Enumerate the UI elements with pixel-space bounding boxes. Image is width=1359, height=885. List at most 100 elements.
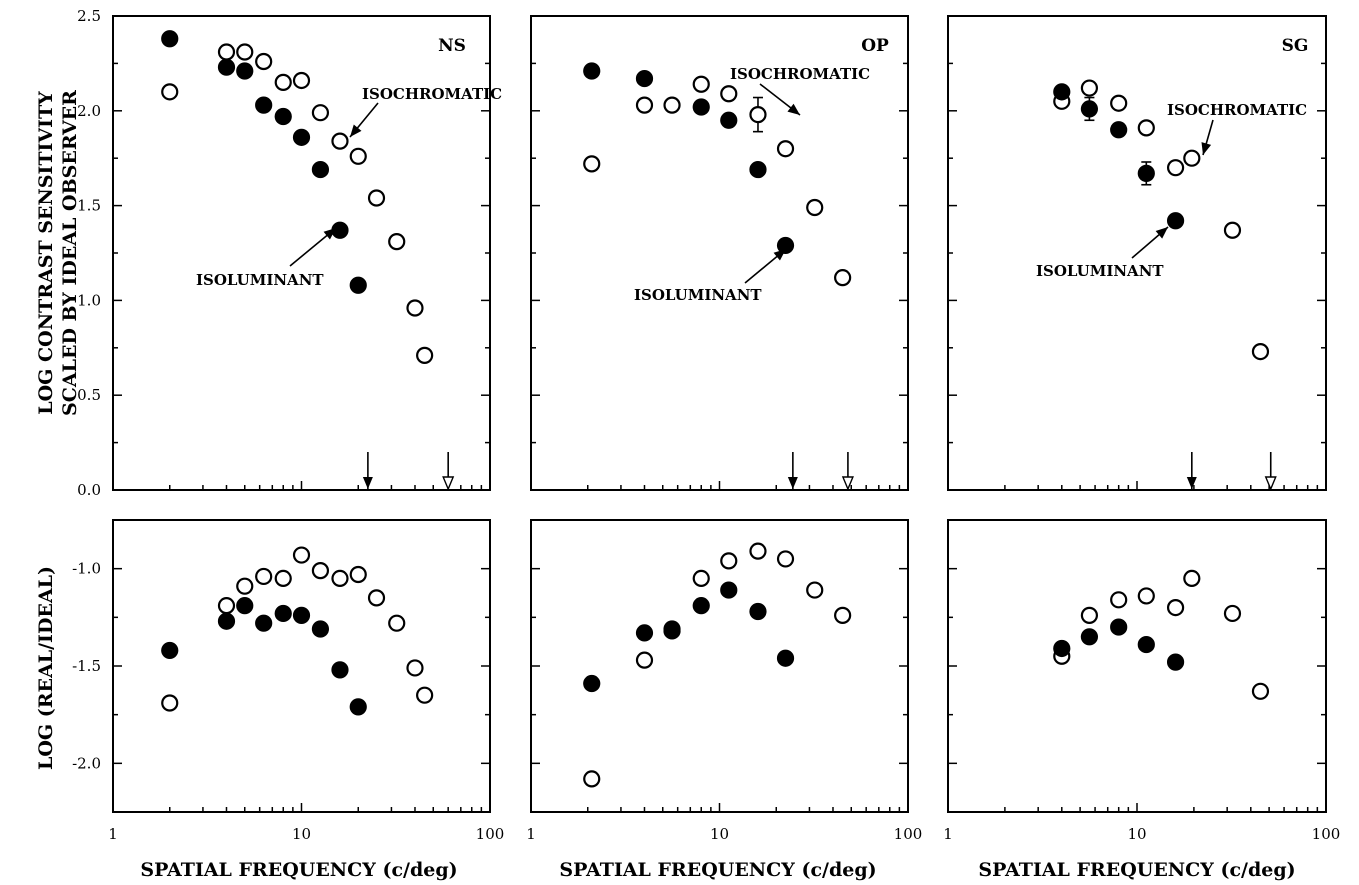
arrow-isoluminant-sg-head [1155,227,1168,239]
ratio-isoluminant-point-op [749,602,767,621]
isoluminant-point-op [720,111,738,129]
y-tick-label-bottom: -2.0 [72,754,101,772]
isoluminant-point-ns [349,276,367,294]
cutoff-arrow-filled-ns-head [362,477,373,489]
isochromatic-point-sg [1137,119,1155,137]
ratio-isochromatic-point-op [834,606,852,624]
plot-frame-op-bottom [530,519,909,813]
ratio-isochromatic-point-sg [1110,591,1128,609]
ratio-isochromatic-point-ns [161,694,179,712]
isochromatic-point-sg [1251,342,1270,361]
ratio-isoluminant-point-ns [236,597,254,615]
isoluminant-point-sg [1137,164,1155,182]
x-tick-label-sg: 100 [1312,825,1341,843]
isoluminant-point-sg [1110,121,1128,139]
arrow-isoluminant-ns-head [323,228,336,240]
plot-frame-sg-bottom [947,519,1327,813]
isochromatic-point-ns [274,73,292,91]
ratio-isochromatic-point-ns [274,569,292,588]
y-tick-label-top: 0.5 [77,386,101,404]
cutoff-arrow-filled-op-head [787,477,798,489]
y-tick-label-bottom: -1.5 [72,657,101,675]
ratio-isochromatic-point-op [749,542,767,560]
isoluminant-point-op [749,160,767,179]
x-tick-label-ns: 100 [476,825,505,843]
isochromatic-point-ns [255,52,273,71]
ratio-isochromatic-point-op [583,770,601,788]
top-ylabel-line2: SCALED BY IDEAL OBSERVER [59,90,81,416]
isochromatic-point-ns [311,104,330,122]
ratio-isoluminant-point-sg [1053,639,1071,658]
y-tick-label-top: 1.0 [77,291,101,309]
panel-op: 1 10 100 [526,15,922,843]
ratio-isoluminant-point-sg [1080,628,1099,646]
isochromatic-point-sg [1223,221,1242,239]
arrow-isochromatic-sg-head [1201,142,1212,155]
isoluminant-point-ns [236,62,254,80]
ratio-isochromatic-point-op [806,581,824,599]
cutoff-arrow-open-ns-head [442,476,455,491]
ratio-isoluminant-point-ns [349,698,367,716]
top-ylabel-line1: LOG CONTRAST SENSITIVITY [35,91,57,415]
isoluminant-point-ns [217,58,236,76]
annot-isochromatic-sg: ISOCHROMATIC [1167,101,1307,119]
ratio-isoluminant-point-op [692,597,710,615]
ratio-isoluminant-point-op [776,649,795,667]
isoluminant-point-sg [1166,212,1185,230]
ratio-isochromatic-point-op [692,569,710,588]
ratio-isochromatic-point-op [635,651,654,669]
isochromatic-point-op [692,75,710,93]
y-tick-label-bottom: -1.0 [72,560,101,578]
ratio-isochromatic-point-ns [388,614,406,632]
isochromatic-point-op [776,140,795,158]
annot-isochromatic-op: ISOCHROMATIC [730,65,870,83]
arrow-isochromatic-op-head [787,103,800,115]
isoluminant-point-ns [161,30,179,48]
arrow-isoluminant-op-head [773,249,786,261]
panel-ns: 0.0 0.5 1.0 1.5 2.0 2.5 -2.0 -1.5 -1.0 1 10 100 [72,7,504,843]
ratio-isochromatic-point-sg [1166,598,1185,617]
ratio-isoluminant-point-op [635,624,654,642]
ratio-isochromatic-point-ns [416,686,434,704]
ratio-isochromatic-point-sg [1251,682,1270,700]
ratio-isoluminant-point-op [663,620,681,638]
isochromatic-point-sg [1110,94,1128,112]
ratio-isoluminant-point-ns [331,661,349,679]
isoluminant-point-op [692,98,710,116]
plot-frame-ns-bottom [112,519,491,813]
ratio-isochromatic-point-ns [236,577,254,595]
annotation-arrows [289,83,1214,284]
isochromatic-point-ns [331,132,349,150]
y-tick-label-top: 0.0 [77,481,101,499]
bottom-ylabel: LOG (REAL/IDEAL) [35,566,57,770]
xlabel-panel-ns: SPATIAL FREQUENCY (c/deg) [140,859,457,881]
isochromatic-point-op [635,96,654,114]
x-tick-label-sg: 10 [1127,825,1146,843]
isoluminant-point-sg [1080,100,1099,118]
y-tick-label-top: 1.5 [77,197,101,215]
x-tick-label-ns: 1 [108,825,118,843]
isochromatic-point-ns [388,233,406,251]
isochromatic-point-op [663,96,681,114]
ratio-isochromatic-point-sg [1223,604,1242,623]
isoluminant-point-op [776,236,795,255]
ratio-isochromatic-point-sg [1183,569,1201,588]
cutoff-arrow-open-op-head [841,476,854,491]
ratio-isochromatic-point-sg [1080,606,1099,624]
ratio-isoluminant-point-ns [311,620,330,638]
panel-label-ns: NS [438,36,466,56]
ratio-isoluminant-point-ns [161,641,179,660]
x-tick-label-op: 1 [526,825,536,843]
annot-isoluminant-ns: ISOLUMINANT [196,271,324,289]
isochromatic-point-ns [349,147,367,165]
isoluminant-point-ns [274,107,292,126]
plot-frame-op-top [530,15,909,491]
xlabel-panel-op: SPATIAL FREQUENCY (c/deg) [559,859,876,881]
ratio-isochromatic-point-ns [367,589,386,607]
isoluminant-point-sg [1053,83,1071,101]
ratio-isoluminant-point-sg [1137,635,1155,654]
ratio-isochromatic-point-sg [1137,587,1155,605]
panel-sg: 1 10 100 [943,15,1341,843]
isochromatic-point-op [834,269,852,287]
